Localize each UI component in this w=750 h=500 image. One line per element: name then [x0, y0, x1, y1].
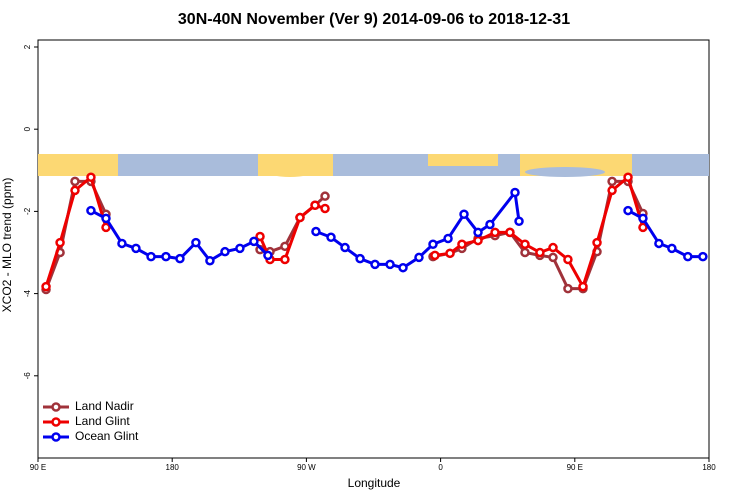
data-point: [280, 254, 290, 265]
data-point: [414, 252, 424, 263]
x-tick-label: 0: [438, 463, 443, 472]
data-point: [86, 172, 96, 183]
x-tick-label: 90 E: [567, 463, 583, 472]
y-tick-label: -6: [23, 372, 32, 380]
data-point: [535, 247, 545, 258]
data-point: [161, 251, 171, 262]
data-point: [235, 243, 245, 254]
series-line: [90, 209, 269, 263]
data-point: [146, 251, 156, 262]
data-point: [485, 219, 495, 230]
data-point: [41, 281, 51, 292]
data-point: [457, 239, 467, 250]
data-point: [520, 247, 530, 258]
data-point: [205, 255, 215, 266]
data-point: [698, 251, 708, 262]
y-tick-label: -4: [23, 289, 32, 297]
data-point: [638, 222, 648, 233]
data-point: [370, 259, 380, 270]
data-point: [563, 283, 573, 294]
data-point: [191, 237, 201, 248]
data-point: [520, 239, 530, 250]
data-point: [175, 253, 185, 264]
data-point: [70, 185, 80, 196]
data-point: [340, 242, 350, 253]
data-point: [320, 203, 330, 214]
data-point: [490, 227, 500, 238]
chart-title: 30N-40N November (Ver 9) 2014-09-06 to 2…: [178, 11, 570, 28]
data-point: [326, 232, 336, 243]
data-point: [86, 205, 96, 216]
y-tick-label: 0: [23, 126, 32, 131]
data-point: [55, 237, 65, 248]
data-point: [514, 216, 524, 227]
legend-label: Land Glint: [75, 414, 130, 428]
plot-frame: [37, 39, 710, 459]
data-point: [683, 251, 693, 262]
data-point: [101, 213, 111, 224]
data-point: [445, 248, 455, 259]
data-point: [459, 209, 469, 220]
data-point: [430, 250, 440, 261]
data-point: [667, 243, 677, 254]
data-point: [510, 187, 520, 198]
y-tick-label: 2: [23, 44, 32, 49]
data-point: [654, 238, 664, 249]
legend-marker: [51, 417, 61, 427]
y-axis-label: XCO2 - MLO trend (ppm): [0, 178, 14, 313]
data-point: [607, 185, 617, 196]
data-point: [101, 222, 111, 233]
data-point: [607, 176, 617, 187]
data-point: [505, 227, 515, 238]
legend-label: Land Nadir: [75, 399, 134, 413]
data-point: [311, 226, 321, 237]
data-point: [548, 242, 558, 253]
data-point: [355, 253, 365, 264]
legend-marker: [51, 432, 61, 442]
data-point: [578, 281, 588, 292]
data-point: [623, 205, 633, 216]
x-tick-label: 90 W: [297, 463, 316, 472]
legend-marker: [51, 402, 61, 412]
data-point: [310, 200, 320, 210]
data-point: [428, 239, 438, 250]
data-point: [320, 191, 330, 201]
map-strip: [38, 154, 709, 177]
data-point: [131, 243, 141, 254]
legend-label: Ocean Glint: [75, 429, 139, 443]
x-axis-label: Longitude: [348, 476, 401, 490]
y-tick-label: -2: [23, 207, 32, 215]
data-point: [398, 262, 408, 273]
data-point: [443, 233, 453, 244]
x-tick-label: 180: [166, 463, 180, 472]
data-point: [249, 236, 259, 247]
data-point: [592, 237, 602, 248]
data-point: [623, 172, 633, 183]
data-point: [70, 176, 80, 187]
data-point: [473, 227, 483, 238]
data-point: [638, 213, 648, 224]
x-tick-label: 90 E: [30, 463, 46, 472]
data-point: [263, 250, 273, 261]
data-point: [385, 259, 395, 270]
data-point: [548, 252, 558, 263]
x-tick-label: 180: [702, 463, 716, 472]
data-point: [117, 238, 127, 249]
data-point: [255, 231, 265, 242]
data-point: [563, 254, 573, 265]
data-point: [220, 246, 230, 257]
data-point: [295, 212, 305, 223]
data-point: [473, 235, 483, 246]
